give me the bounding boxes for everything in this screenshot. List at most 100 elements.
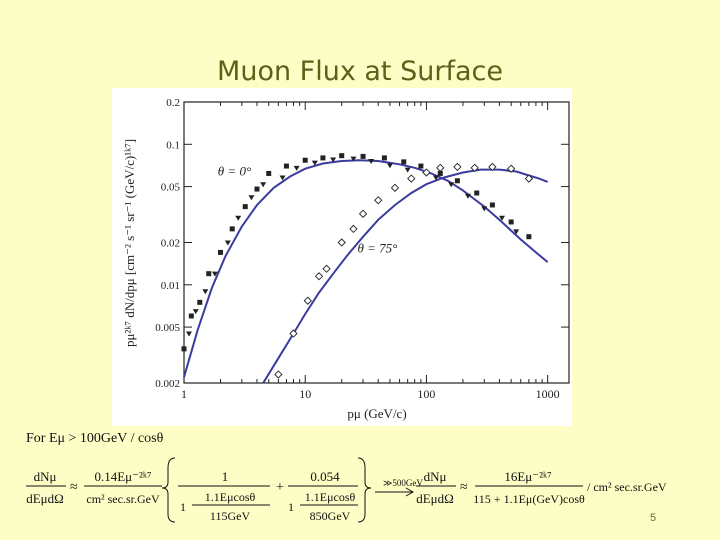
data-point-triangle <box>330 157 337 163</box>
data-point-triangle <box>202 289 209 295</box>
x-tick-label: 1 <box>181 387 187 401</box>
data-point-square <box>217 249 223 255</box>
data-point-square <box>181 346 187 352</box>
data-point-triangle <box>386 163 393 169</box>
fit-curve-line <box>262 168 549 384</box>
approx-sign-2: ≈ <box>460 480 468 495</box>
units-text: / cm² sec.sr.GeV <box>587 480 667 494</box>
data-point-diamond <box>358 209 368 218</box>
x-axis-ticks: 1 10 100 1000 <box>181 102 560 401</box>
data-point-triangle <box>211 271 218 277</box>
data-point-diamond <box>337 238 346 247</box>
data-point-square <box>283 163 289 169</box>
p2-den-top: 1.1Eμcosθ <box>305 490 356 504</box>
data-point-square <box>360 153 366 159</box>
data-point-square <box>266 170 272 176</box>
data-point-triangle <box>248 195 255 201</box>
data-point-square <box>454 178 460 184</box>
fit-curves <box>183 159 549 384</box>
data-point-square <box>339 153 345 159</box>
data-point-diamond <box>407 174 416 183</box>
p2-numerator: 0.054 <box>310 469 340 484</box>
data-point-diamond <box>303 296 312 305</box>
rhs-denominator: dEμdΩ <box>416 491 454 506</box>
chart-annotation: θ = 75° <box>358 240 398 255</box>
f1-denominator: cm² sec.sr.GeV <box>86 492 160 506</box>
data-point-triangle <box>448 182 455 188</box>
p1-den-top: 1.1Eμcosθ <box>205 490 256 504</box>
data-point-square <box>302 157 308 163</box>
arrow-label: ≫500GeV <box>383 478 423 488</box>
data-point-diamond <box>289 329 298 338</box>
data-point-diamond <box>436 163 445 172</box>
data-point-triangle <box>464 193 471 199</box>
data-point-square <box>229 226 235 232</box>
muon-flux-formula: dNμ dEμdΩ ≈ 0.14Eμ⁻²ᵏ⁷ cm² sec.sr.GeV 1 … <box>26 457 667 523</box>
page-number: 5 <box>650 512 657 524</box>
y-tick-label: 0.002 <box>155 378 180 390</box>
data-point-triangle <box>311 160 318 166</box>
y-tick-label: 0.2 <box>166 97 180 109</box>
x-tick-label: 1000 <box>536 387 560 401</box>
data-point-triangle <box>224 240 231 246</box>
data-point-triangle <box>404 167 411 173</box>
y-axis-label: pμ²ᵏ⁷ dN/dpμ [cm⁻² s⁻¹ sr⁻¹ (GeV/c)¹ᵏ⁷] <box>122 139 137 347</box>
data-point-square <box>254 186 260 192</box>
data-point-diamond <box>274 370 283 379</box>
data-point-triangle <box>192 309 199 315</box>
y-tick-label: 0.1 <box>166 139 180 151</box>
right-brace <box>357 457 372 523</box>
data-point-square <box>418 163 424 169</box>
f2-denominator: 115 + 1.1Eμ(GeV)cosθ <box>473 492 585 506</box>
f2-numerator: 16Eμ⁻²ᵏ⁷ <box>504 469 551 484</box>
data-point-diamond <box>470 163 479 172</box>
p1-den-bottom: 115GeV <box>210 509 251 523</box>
one-2: 1 <box>288 500 294 514</box>
data-point-triangle <box>260 182 267 188</box>
y-axis-ticks: 0.002 0.005 0.01 0.02 0.05 0.1 0.2 <box>155 97 569 390</box>
chart-annotations: θ = 0° θ = 75° <box>218 163 398 255</box>
fit-curve-line <box>183 159 549 378</box>
data-point-square <box>197 299 203 305</box>
data-point-diamond <box>507 164 516 173</box>
data-point-diamond <box>374 196 383 205</box>
data-point-square <box>206 271 212 277</box>
y-tick-label: 0.01 <box>161 280 180 292</box>
data-point-triangle <box>350 156 357 162</box>
data-point-square <box>437 170 443 176</box>
data-point-square <box>526 234 532 240</box>
left-brace <box>161 457 176 523</box>
x-tick-label: 100 <box>417 387 435 401</box>
f1-numerator: 0.14Eμ⁻²ᵏ⁷ <box>94 469 151 484</box>
x-axis-label: pμ (GeV/c) <box>347 406 406 421</box>
data-point-square <box>320 155 326 161</box>
approx-sign-1: ≈ <box>70 480 78 495</box>
x-tick-label: 10 <box>299 387 311 401</box>
data-point-diamond <box>453 162 462 172</box>
data-point-diamond <box>322 264 331 273</box>
data-point-square <box>242 204 248 210</box>
data-point-triangle <box>513 229 520 235</box>
data-point-square <box>508 219 514 225</box>
data-point-triangle <box>235 215 242 221</box>
data-point-diamond <box>524 174 534 183</box>
data-point-triangle <box>279 175 286 181</box>
data-points <box>181 153 534 379</box>
y-tick-label: 0.005 <box>155 322 180 334</box>
condition-text: For Eμ > 100GeV / cosθ <box>26 431 164 446</box>
data-point-square <box>188 313 194 319</box>
data-point-triangle <box>498 215 505 221</box>
chart-background <box>112 88 572 426</box>
data-point-diamond <box>314 272 324 281</box>
data-point-square <box>381 155 387 161</box>
data-point-triangle <box>433 175 440 181</box>
data-point-triangle <box>186 331 193 337</box>
data-point-triangle <box>481 206 488 212</box>
lhs-denominator: dEμdΩ <box>26 491 64 506</box>
data-point-triangle <box>368 159 375 165</box>
slide-title: Muon Flux at Surface <box>217 56 503 87</box>
plus-sign: + <box>276 480 284 495</box>
p2-den-bottom: 850GeV <box>310 509 351 523</box>
data-point-square <box>489 202 495 208</box>
